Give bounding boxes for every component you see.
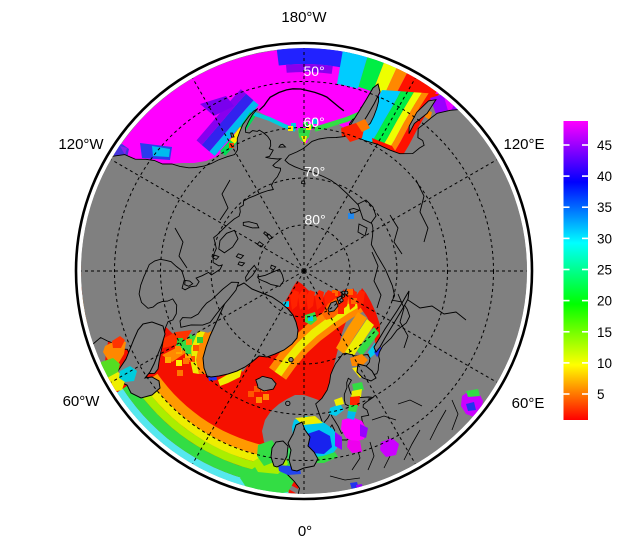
svg-text:45: 45 (597, 138, 612, 153)
svg-text:40: 40 (597, 169, 612, 184)
svg-text:5: 5 (597, 387, 605, 402)
svg-text:15: 15 (597, 325, 612, 340)
svg-text:70°: 70° (304, 164, 325, 180)
svg-text:25: 25 (597, 263, 612, 278)
svg-text:30: 30 (597, 231, 612, 246)
svg-text:180°W: 180°W (281, 9, 327, 26)
svg-text:60°W: 60°W (63, 393, 101, 410)
svg-text:120°W: 120°W (58, 136, 104, 153)
svg-text:20: 20 (597, 294, 612, 309)
svg-text:120°E: 120°E (503, 136, 544, 153)
svg-text:60°E: 60°E (512, 395, 545, 412)
svg-text:60°: 60° (304, 114, 325, 130)
svg-text:0°: 0° (298, 523, 312, 540)
svg-text:35: 35 (597, 200, 612, 215)
svg-text:50°: 50° (304, 63, 325, 79)
svg-text:80°: 80° (305, 212, 326, 228)
svg-text:10: 10 (597, 356, 612, 371)
